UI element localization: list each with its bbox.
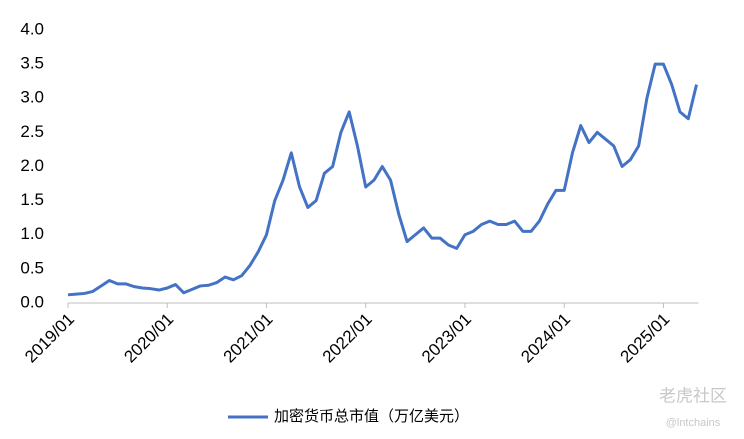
x-tick-label: 2025/01	[617, 310, 674, 367]
x-tick-label: 2019/01	[21, 310, 78, 367]
x-tick-label: 2022/01	[319, 310, 376, 367]
y-tick-label: 0.5	[20, 258, 44, 277]
x-tick-label: 2020/01	[120, 310, 177, 367]
x-tick-label: 2024/01	[517, 310, 574, 367]
y-tick-label: 4.0	[20, 19, 44, 38]
y-tick-label: 2.5	[20, 122, 44, 141]
y-tick-label: 1.0	[20, 224, 44, 243]
y-tick-label: 2.0	[20, 156, 44, 175]
line-series	[67, 62, 698, 297]
y-tick-label: 3.5	[20, 54, 44, 73]
legend-label: 加密货币总市值（万亿美元）	[274, 408, 469, 425]
y-tick-label: 1.5	[20, 190, 44, 209]
x-tick-label: 2021/01	[220, 310, 277, 367]
y-tick-label: 0.0	[20, 292, 44, 311]
y-tick-label: 3.0	[20, 88, 44, 107]
watermark: @lntchains	[666, 417, 721, 429]
x-tick-label: 2023/01	[418, 310, 475, 367]
watermark: 老虎社区	[659, 386, 727, 405]
